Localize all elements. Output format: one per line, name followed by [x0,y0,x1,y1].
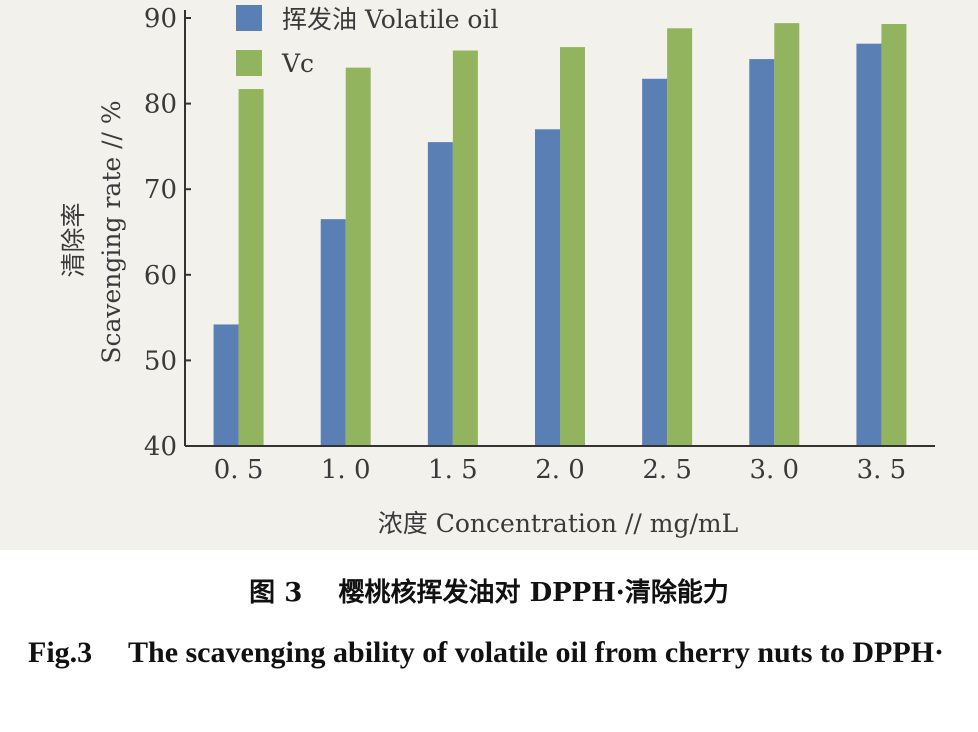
y-tick-label: 70 [144,175,177,205]
x-tick-label: 1. 0 [321,455,371,485]
x-tick-label: 0. 5 [214,455,264,485]
caption-en-number: Fig.3 [28,636,93,669]
y-tick-label: 40 [144,432,177,462]
x-tick-label: 1. 5 [428,455,478,485]
bar-vc-4 [667,28,693,446]
bar-volatile-oil-5 [749,59,775,446]
y-tick-label: 50 [144,346,177,376]
chart-figure: 40 50 60 70 80 90 0. 5 1. 0 1. 5 2. 0 2. 5 3. 0 3. … [0,0,978,550]
y-axis-label-en: Scavenging rate // % [97,100,126,363]
bar-vc-2 [452,50,478,446]
bar-volatile-oil-2 [427,142,453,446]
x-tick-label: 2. 0 [535,455,585,485]
figure-caption-cn: 图 3 樱桃核挥发油对 DPPH·清除能力 [0,572,978,609]
caption-en-text: The scavenging ability of volatile oil f… [128,636,945,669]
caption-cn-text: 樱桃核挥发油对 DPPH·清除能力 [338,578,729,608]
y-axis-label-cn: 清除率 [59,202,88,277]
bar-chart: 40 50 60 70 80 90 0. 5 1. 0 1. 5 2. 0 2. 5 3. 0 3. … [59,4,935,538]
x-axis-label: 浓度 Concentration // mg/mL [378,509,738,538]
x-tick-label: 3. 5 [857,455,907,485]
x-tick-label: 3. 0 [749,455,799,485]
figure-caption-en: Fig.3 The scavenging ability of volatile … [28,630,963,676]
bar-vc-0 [238,89,264,446]
y-tick-label: 80 [144,90,177,120]
legend-label-vc: Vc [281,49,314,78]
bar-volatile-oil-0 [213,324,239,446]
legend-swatch-vc [236,50,262,76]
y-tick-label: 90 [144,4,177,34]
bar-volatile-oil-6 [856,43,882,447]
caption-cn-number: 图 3 [249,578,303,608]
x-tick-label: 2. 5 [642,455,692,485]
bar-vc-6 [881,23,907,446]
legend-label-volatile-oil: 挥发油 Volatile oil [282,5,498,34]
bar-volatile-oil-4 [642,78,668,446]
bar-vc-1 [345,67,371,446]
legend-swatch-volatile-oil [236,5,262,31]
bar-volatile-oil-1 [320,219,346,446]
bar-vc-3 [560,47,585,446]
bar-vc-5 [774,23,800,447]
y-tick-label: 60 [144,261,177,291]
bar-volatile-oil-3 [535,129,560,446]
